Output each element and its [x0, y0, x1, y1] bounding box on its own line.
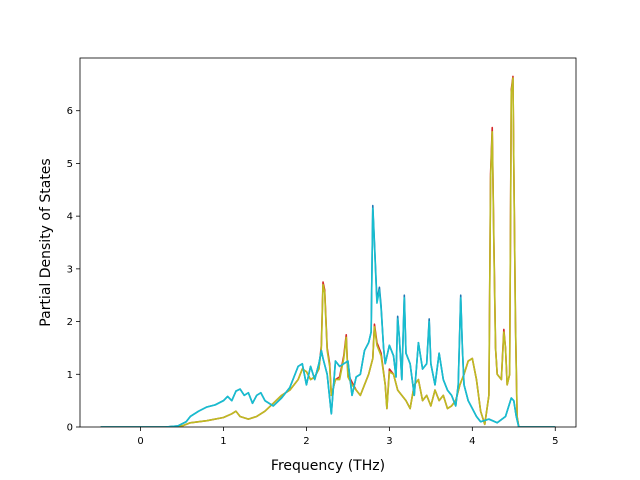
- y-tick-label: 0: [67, 423, 73, 434]
- x-tick-label: 3: [386, 436, 392, 447]
- x-tick-label: 1: [220, 436, 226, 447]
- x-axis-ticks: 0 1 2 3 4 5: [137, 427, 558, 447]
- y-tick-label: 4: [67, 212, 73, 223]
- y-axis-label: Partial Density of States: [38, 158, 54, 326]
- series-line-1: [100, 75, 556, 427]
- x-tick-label: 5: [552, 436, 558, 447]
- y-tick-label: 5: [67, 159, 73, 170]
- y-tick-label: 6: [67, 106, 73, 117]
- series-line-4: [100, 207, 556, 427]
- x-tick-label: 0: [137, 436, 143, 447]
- plot-frame: [79, 57, 577, 428]
- x-tick-label: 4: [469, 436, 475, 447]
- series-line-2: [100, 77, 556, 427]
- x-axis-label: Frequency (THz): [271, 458, 385, 474]
- y-axis-ticks: 0 1 2 3 4 5 6: [67, 106, 80, 434]
- x-tick-label: 2: [303, 436, 309, 447]
- y-tick-label: 1: [67, 370, 73, 381]
- series-line-3: [100, 204, 556, 427]
- y-tick-label: 3: [67, 264, 73, 275]
- y-tick-label: 2: [67, 317, 73, 328]
